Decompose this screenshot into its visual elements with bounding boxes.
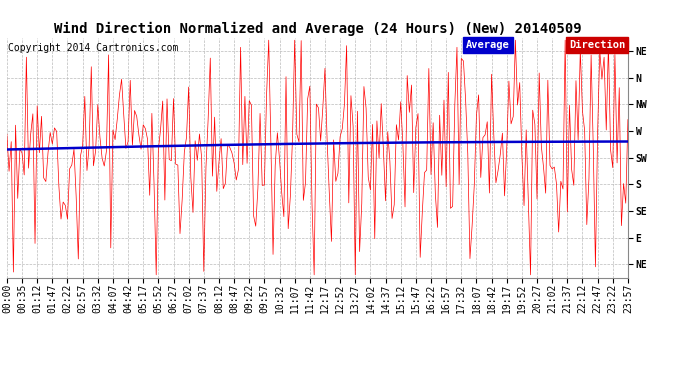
Text: Average: Average xyxy=(466,40,510,50)
Title: Wind Direction Normalized and Average (24 Hours) (New) 20140509: Wind Direction Normalized and Average (2… xyxy=(54,22,581,36)
Text: Direction: Direction xyxy=(569,40,625,50)
Text: Copyright 2014 Cartronics.com: Copyright 2014 Cartronics.com xyxy=(8,43,179,52)
